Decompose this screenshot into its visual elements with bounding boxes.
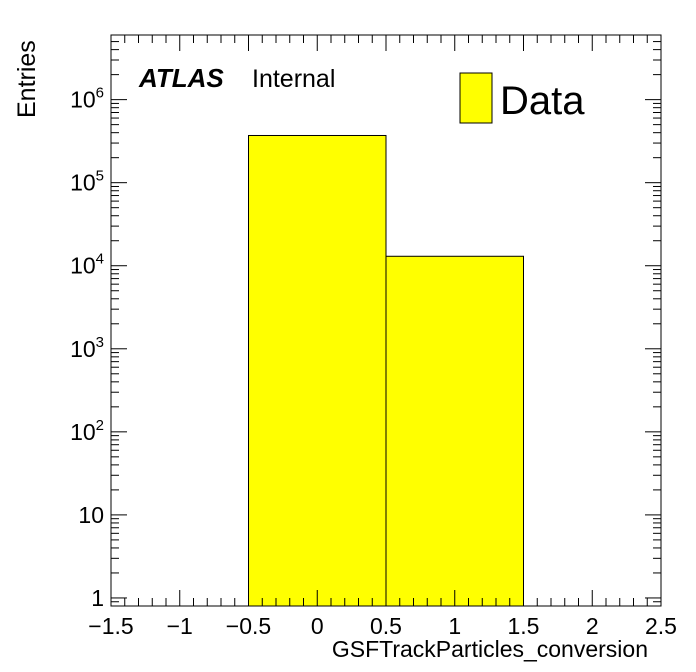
- y-tick-label: 104: [70, 251, 104, 279]
- atlas-label: ATLAS: [138, 63, 224, 93]
- x-tick-label: 2.5: [645, 613, 677, 639]
- atlas-internal-label: Internal: [252, 65, 335, 93]
- x-tick-label: 0: [311, 613, 324, 639]
- x-tick-label: 2: [586, 613, 599, 639]
- x-tick-label: 1: [448, 613, 461, 639]
- x-tick-label: 0.5: [370, 613, 402, 639]
- legend: Data: [459, 72, 585, 124]
- y-axis-ticks: [111, 34, 661, 607]
- x-tick-label: −0.5: [226, 613, 271, 639]
- y-tick-label: 103: [70, 334, 104, 362]
- x-tick-label: 1.5: [508, 613, 540, 639]
- histogram-bin-1: [248, 134, 387, 607]
- y-axis-tick-labels: 1 10 102 103 104 105 106: [70, 85, 104, 611]
- x-axis-ticks: [110, 35, 662, 606]
- legend-label-data: Data: [500, 79, 585, 123]
- x-tick-label: −1.5: [88, 613, 133, 639]
- y-tick-label: 1: [91, 585, 104, 611]
- histogram-bars: [248, 134, 524, 607]
- atlas-annotation: ATLAS Internal: [138, 63, 335, 93]
- y-axis-label: Entries: [13, 40, 41, 118]
- x-axis-label: GSFTrackParticles_conversion: [332, 636, 648, 662]
- histogram-bin-2: [385, 255, 524, 607]
- x-axis-tick-labels: −1.5 −1 −0.5 0 0.5 1 1.5 2 2.5: [88, 613, 677, 639]
- y-tick-label: 106: [70, 85, 104, 113]
- y-tick-label: 102: [70, 417, 104, 445]
- legend-swatch-data: [459, 72, 493, 124]
- x-tick-label: −1: [167, 613, 193, 639]
- y-tick-label: 10: [78, 502, 104, 528]
- y-tick-label: 105: [70, 168, 104, 196]
